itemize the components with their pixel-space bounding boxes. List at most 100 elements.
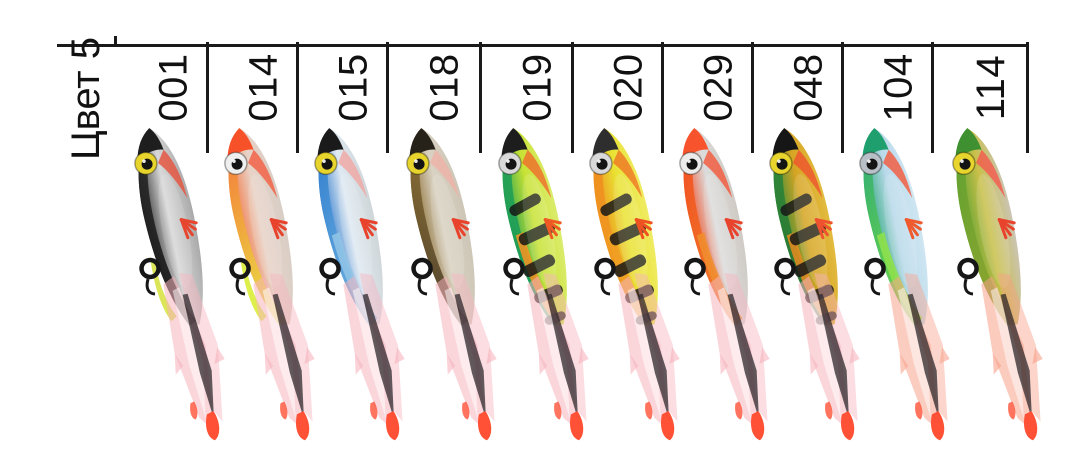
lure-photo-014 [224,128,315,441]
hook-loop [956,257,979,280]
lure-sheen [522,173,557,288]
hook-barb [145,278,156,296]
column-code: 018 [423,52,467,122]
column-divider [479,42,482,153]
lure-skirt [527,272,589,441]
lure-blush [158,149,188,199]
hook-loop [774,257,796,280]
lure-tail-tip [570,411,584,441]
hook-shadow [817,293,849,420]
lure-body [228,128,293,326]
hook-shadow [727,293,759,420]
lure-skirt [798,272,860,441]
lure-eye-glint [413,159,418,163]
table-top-border [57,44,1028,47]
hook-shadow [907,293,939,420]
hook-barb [325,278,336,296]
lure-body [683,128,748,326]
lure-tail-tip [1023,411,1037,441]
column-divider [386,42,389,153]
lure-tail-tip [841,411,855,441]
lure-skirt [888,272,950,441]
lure-tail-tip [206,411,220,441]
lure-gill-fin [179,218,198,240]
lure-eye-glint [506,159,510,163]
lure-sheen [975,173,1010,288]
lure-blush [613,149,643,199]
hook-barb [780,278,791,296]
hook-loop [503,257,525,280]
lure-stripe [793,254,827,278]
lure-gill-fin [997,218,1016,240]
lure-sheen [248,173,283,288]
lure-body [863,128,928,326]
column-code: 048 [786,52,831,122]
hook-barb [509,278,520,296]
lure-skirt [253,272,315,441]
lure-sheen [613,173,648,288]
hook-loop [594,257,616,280]
lure-blush [975,149,1005,199]
hook-loop [410,257,433,280]
lure-stripe [518,221,555,246]
lure-tail-tip [661,411,675,441]
column-divider [296,42,299,153]
lure-gill-fin [814,218,833,240]
hook-loop [229,257,251,280]
lure-photo-020 [589,128,680,441]
lure-photo-001 [134,128,225,441]
column-code: 104 [876,52,921,122]
lure-eye-glint [867,159,871,163]
lure-skirt [343,272,405,441]
lure-tail-tip [931,411,945,441]
hook-shadow [1000,293,1032,420]
column-divider [841,42,844,153]
hook-barb [235,278,246,296]
lure-gill-fin [543,218,562,240]
column-divider [571,42,574,153]
lure-body [956,128,1021,326]
lure-skirt [163,272,225,441]
lure-photo-104 [859,128,950,441]
hook-barb [870,278,881,296]
hook-barb [690,278,701,296]
lure-gill-fin [359,218,378,240]
hook-shadow [546,293,578,420]
lure-photo-048 [769,128,860,441]
hook-barb [417,278,427,296]
lure-eye-glint [687,159,691,163]
lure-eye-glint [597,159,601,163]
column-code: 020 [606,52,651,122]
lure-photo-029 [679,128,770,441]
column-code: 029 [696,52,741,122]
hook-shadow [454,293,486,420]
hook-shadow [637,293,669,420]
lure-stripe [613,254,647,278]
lure-sheen [703,173,738,288]
column-code: 014 [241,52,286,122]
lure-blush [793,149,823,199]
lure-body [138,128,203,326]
column-code: 019 [515,52,560,122]
hook-loop [319,257,341,280]
lure-tail-tip [296,411,310,441]
lure-skirt [708,272,770,441]
column-divider [931,42,934,153]
hook-shadow [272,293,304,420]
lure-skirt [618,272,680,441]
lure-blush [248,149,278,199]
lure-eye-glint [959,159,964,163]
label-divider-tick [114,36,117,46]
lure-gill-fin [269,218,288,240]
hook-shadow [182,293,214,420]
lure-gill-fin [724,218,743,240]
column-code: 114 [969,54,1013,120]
lure-blush [703,149,733,199]
lure-body [593,128,658,326]
lure-sheen [793,173,828,288]
lure-stripe [522,254,556,278]
hook-shadow [362,293,394,420]
lure-gill-fin [451,218,470,240]
lure-photo-114 [951,128,1043,441]
hook-loop [139,257,161,280]
